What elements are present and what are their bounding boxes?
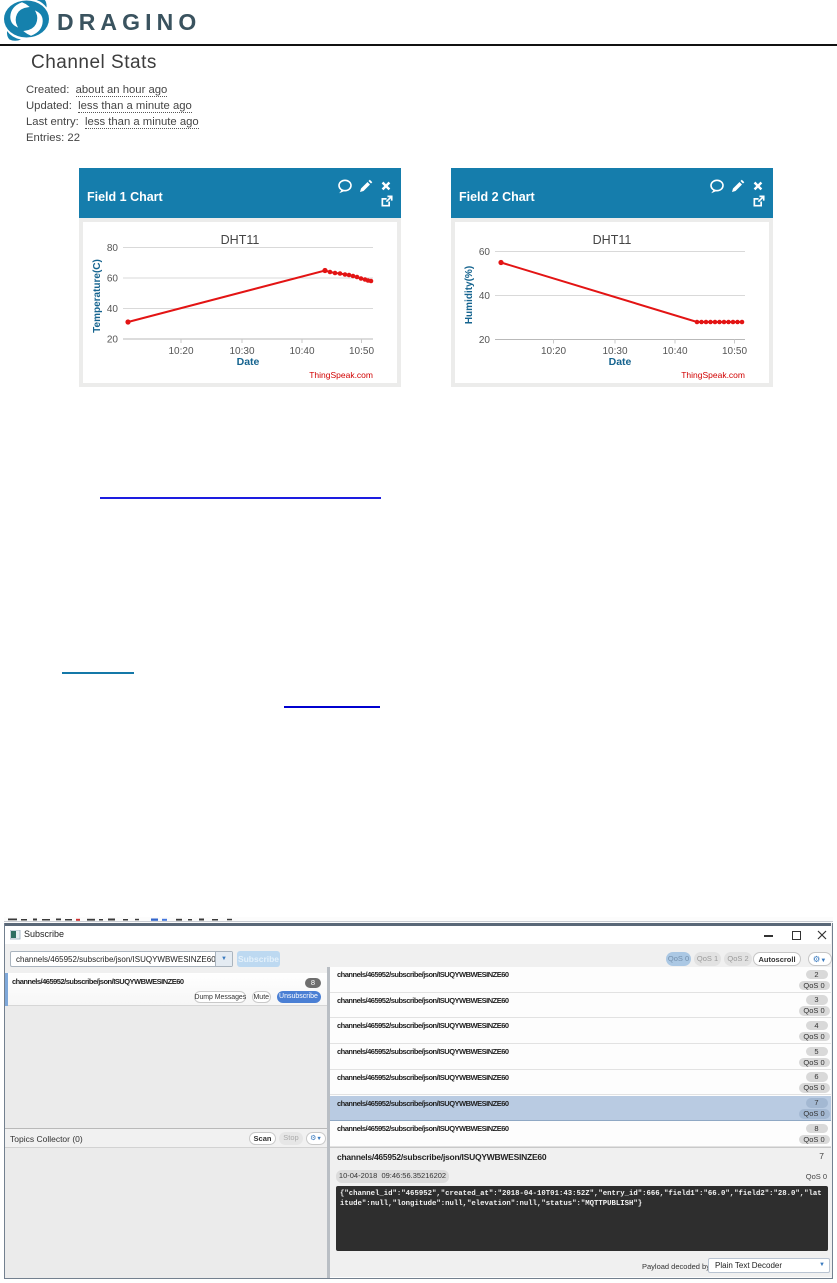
svg-text:40: 40 [107,304,119,315]
svg-text:20: 20 [107,335,119,346]
svg-text:10:30: 10:30 [602,346,627,357]
svg-text:10:20: 10:20 [168,346,193,357]
svg-text:Temperature(C): Temperature(C) [92,259,103,333]
svg-text:ThingSpeak.com: ThingSpeak.com [309,370,373,380]
svg-text:10:30: 10:30 [229,346,254,357]
svg-text:60: 60 [479,247,491,258]
svg-text:20: 20 [479,335,491,346]
svg-text:Date: Date [609,356,632,368]
svg-text:10:20: 10:20 [541,346,566,357]
svg-text:10:50: 10:50 [349,346,374,357]
svg-text:10:50: 10:50 [722,346,747,357]
svg-text:40: 40 [479,291,491,302]
svg-text:ThingSpeak.com: ThingSpeak.com [681,370,745,380]
svg-text:80: 80 [107,243,119,254]
svg-text:60: 60 [107,274,119,285]
svg-text:10:40: 10:40 [289,346,314,357]
svg-text:Date: Date [237,356,260,368]
svg-text:DHT11: DHT11 [593,233,632,247]
svg-text:10:40: 10:40 [662,346,687,357]
svg-text:DHT11: DHT11 [221,233,260,247]
svg-text:Humidity(%): Humidity(%) [464,266,475,324]
